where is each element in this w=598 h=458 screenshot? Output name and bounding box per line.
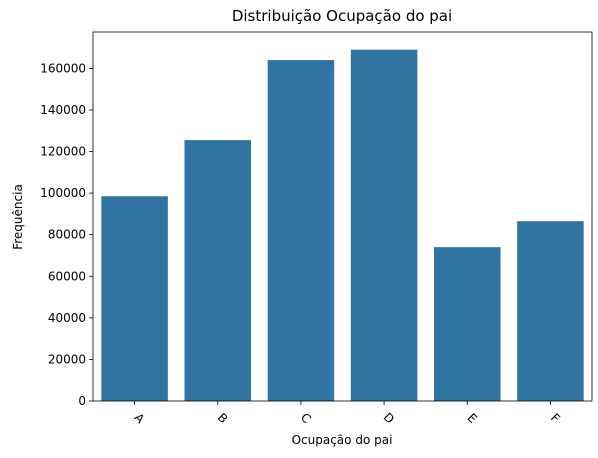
y-tick-label: 60000 bbox=[48, 269, 86, 283]
plot-frame bbox=[92, 31, 593, 402]
bars-group bbox=[101, 49, 584, 402]
y-tick-label: 0 bbox=[78, 394, 86, 408]
y-tick-label: 140000 bbox=[40, 103, 86, 117]
x-tick-label: E bbox=[464, 411, 479, 426]
x-tick-label: F bbox=[548, 411, 563, 426]
y-tick-label: 160000 bbox=[40, 61, 86, 75]
bar-c bbox=[267, 60, 335, 401]
x-tick-label: D bbox=[381, 410, 397, 426]
y-tick-label: 20000 bbox=[48, 352, 86, 366]
y-tick-label: 100000 bbox=[40, 186, 86, 200]
x-tick-label: B bbox=[215, 410, 231, 426]
bar-d bbox=[350, 49, 418, 402]
x-axis-ticks: A B C D E F bbox=[132, 401, 563, 427]
y-axis-ticks: 0 20000 40000 60000 80000 100000 120000 140000 1… bbox=[40, 61, 93, 408]
y-tick-label: 80000 bbox=[48, 228, 86, 242]
bar-e bbox=[433, 247, 501, 401]
bar-b bbox=[184, 140, 252, 401]
y-tick-label: 40000 bbox=[48, 311, 86, 325]
x-axis-label: Ocupação do pai bbox=[292, 433, 393, 447]
x-tick-label: A bbox=[132, 410, 148, 426]
bar-a bbox=[101, 196, 168, 401]
y-tick-label: 120000 bbox=[40, 145, 86, 159]
x-tick-label: C bbox=[298, 410, 314, 426]
chart-title: Distribuição Ocupação do pai bbox=[232, 7, 452, 25]
y-axis-label: Frequência bbox=[11, 184, 25, 250]
bar-f bbox=[517, 221, 584, 401]
